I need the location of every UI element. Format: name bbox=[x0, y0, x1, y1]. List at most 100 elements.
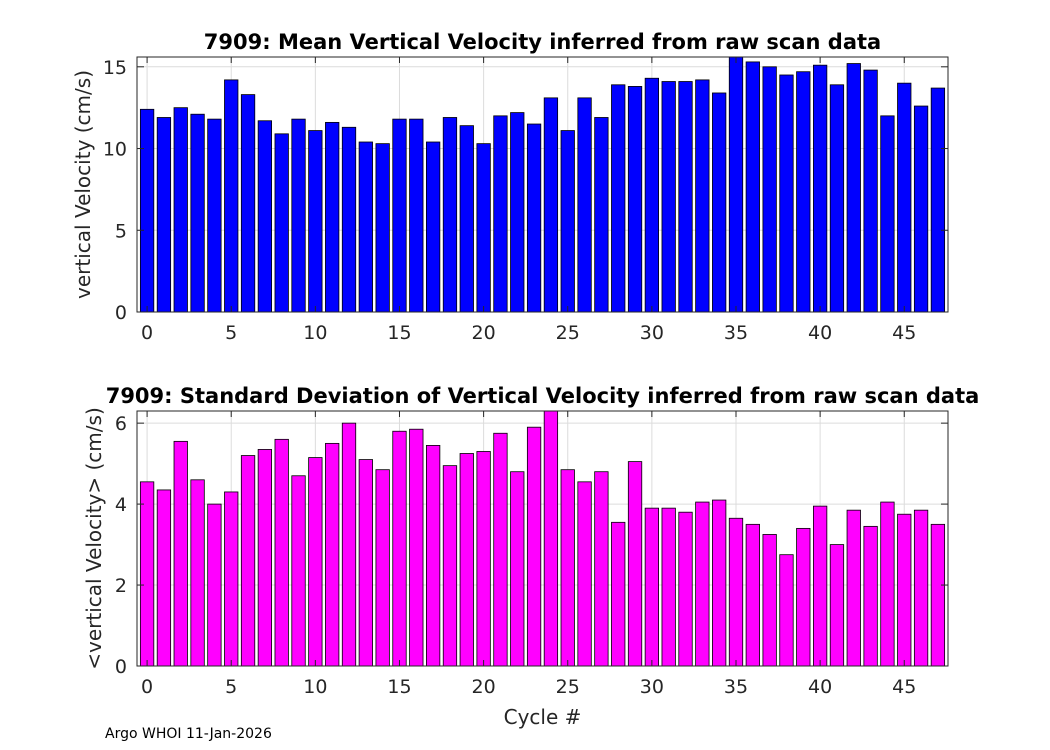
footer-credit: Argo WHOI 11-Jan-2026 bbox=[105, 726, 272, 742]
bar bbox=[644, 507, 659, 667]
bar bbox=[796, 71, 811, 313]
y-tick-label: 4 bbox=[115, 494, 127, 516]
mean-velocity-chart: 0 5 10 15 20 25 30 35 40 45 0 5 10 15 7909: Mean Vert… bbox=[71, 30, 949, 344]
bar bbox=[224, 79, 239, 313]
bar bbox=[459, 453, 474, 667]
tick-labels: 0 5 10 15 20 25 30 35 40 45 0 2 4 6 bbox=[115, 411, 948, 698]
bar bbox=[762, 66, 777, 313]
bar bbox=[207, 118, 222, 313]
x-tick-label: 5 bbox=[225, 676, 237, 698]
chart-title: 7909: Standard Deviation of Vertical Vel… bbox=[106, 384, 980, 408]
bar bbox=[476, 451, 491, 667]
bar bbox=[863, 525, 878, 667]
bar bbox=[560, 130, 575, 313]
bar bbox=[526, 426, 542, 667]
bar bbox=[661, 507, 676, 667]
bar bbox=[779, 74, 794, 313]
x-tick-label: 0 bbox=[141, 322, 153, 344]
x-tick-label: 0 bbox=[141, 676, 153, 698]
bar bbox=[930, 87, 946, 313]
y-tick-label: 6 bbox=[115, 413, 127, 435]
bar bbox=[745, 61, 760, 313]
bar bbox=[611, 521, 626, 667]
bar bbox=[341, 422, 357, 667]
chart-title: 7909: Mean Vertical Velocity inferred fr… bbox=[204, 30, 881, 54]
bar bbox=[375, 143, 390, 313]
bar bbox=[493, 115, 508, 313]
bar bbox=[190, 479, 205, 667]
bar bbox=[796, 527, 811, 667]
axes-box bbox=[136, 56, 949, 313]
bar bbox=[308, 457, 323, 667]
bar bbox=[678, 511, 693, 667]
bar bbox=[644, 77, 659, 313]
bar bbox=[375, 469, 390, 667]
x-tick-label: 15 bbox=[387, 676, 411, 698]
y-tick-label: 15 bbox=[103, 57, 127, 79]
bar bbox=[812, 64, 828, 313]
plot-area bbox=[137, 57, 948, 312]
bar bbox=[695, 79, 710, 313]
bar bbox=[829, 84, 845, 313]
bar bbox=[257, 120, 273, 313]
bar bbox=[291, 475, 306, 667]
bar bbox=[812, 505, 828, 667]
bar bbox=[880, 115, 895, 313]
x-tick-label: 25 bbox=[556, 322, 580, 344]
bar bbox=[409, 428, 424, 667]
plot-area bbox=[137, 411, 948, 666]
bar bbox=[897, 513, 912, 667]
x-tick-label: 35 bbox=[724, 676, 748, 698]
bar bbox=[745, 523, 760, 667]
x-tick-label: 45 bbox=[892, 322, 916, 344]
bar bbox=[139, 481, 155, 667]
bar bbox=[846, 509, 861, 667]
bar bbox=[426, 445, 441, 667]
bar bbox=[442, 465, 458, 667]
bar bbox=[577, 481, 592, 667]
bar bbox=[224, 491, 239, 667]
bar bbox=[526, 123, 542, 313]
bar bbox=[627, 86, 643, 313]
bar bbox=[712, 92, 727, 313]
x-tick-label: 5 bbox=[225, 322, 237, 344]
y-tick-label: 5 bbox=[115, 220, 127, 242]
bar bbox=[913, 509, 929, 667]
bar bbox=[510, 112, 525, 313]
bar bbox=[611, 84, 626, 313]
bar bbox=[190, 113, 205, 313]
bar bbox=[207, 503, 222, 667]
bars bbox=[139, 56, 946, 313]
bar bbox=[678, 81, 693, 313]
bar bbox=[712, 499, 727, 667]
x-tick-label: 40 bbox=[808, 322, 832, 344]
bar bbox=[358, 459, 373, 667]
bar bbox=[358, 141, 373, 313]
x-tick-label: 30 bbox=[640, 676, 664, 698]
y-tick-label: 0 bbox=[115, 656, 127, 678]
bar bbox=[594, 117, 609, 313]
bar bbox=[913, 105, 929, 313]
y-tick-label: 0 bbox=[115, 302, 127, 324]
bar bbox=[880, 501, 895, 667]
bar bbox=[543, 410, 559, 667]
bar bbox=[240, 94, 256, 313]
bar bbox=[257, 449, 273, 667]
bar bbox=[274, 438, 289, 667]
bar bbox=[476, 143, 491, 313]
bar bbox=[493, 432, 508, 667]
x-tick-label: 10 bbox=[303, 676, 327, 698]
bar bbox=[897, 82, 912, 313]
bar bbox=[543, 97, 559, 313]
y-tick-label: 2 bbox=[115, 575, 127, 597]
bar bbox=[291, 118, 306, 313]
bar bbox=[762, 534, 777, 667]
bar bbox=[325, 121, 340, 313]
x-tick-label: 15 bbox=[387, 322, 411, 344]
bar bbox=[139, 108, 155, 313]
x-axis-label: Cycle # bbox=[504, 705, 582, 729]
y-axis-label: vertical Velocity (cm/s) bbox=[71, 70, 95, 299]
bar bbox=[308, 130, 323, 313]
bar bbox=[661, 81, 676, 313]
